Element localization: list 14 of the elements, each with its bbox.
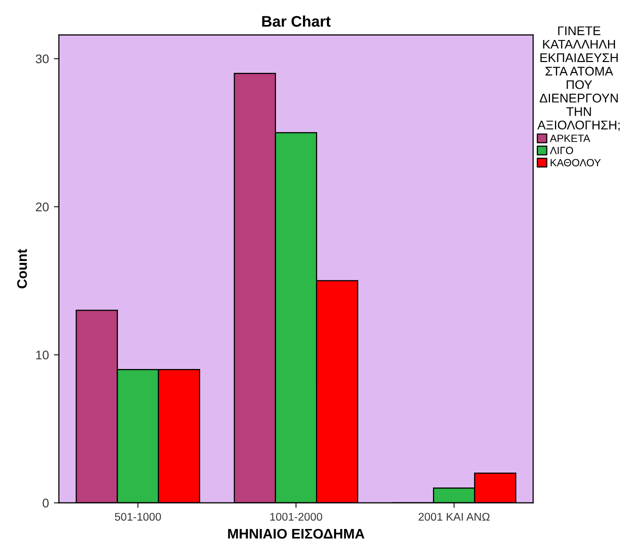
x-tick-label: 2001 ΚΑΙ ΑΝΩ [418,512,490,521]
legend-label: ΚΑΘΟΛΟΥ [550,158,601,166]
y-axis-title: Count [17,249,27,288]
chart-title: Bar Chart [262,16,331,27]
y-tick-label: 0 [42,498,49,508]
legend-title: ΓΙΝΕΤΕ ΚΑΤΑΛΛΗΛΗ ΕΚΠΑΙΔΕΥΣΗ ΣΤΑ ΑΤΟΜΑ ΠΟΥ ΔΙΕΝΕΡΓΟΥΝ ΤΗΝ ΑΞΙΟΛΟΓΗΣΗ; [537,26,620,131]
x-tick-label: 1001-2000 [270,512,322,521]
x-tick-label: 501-1000 [114,512,161,521]
legend-label: ΛΙΓΟ [550,146,574,154]
y-tick-label: 30 [36,54,49,64]
y-tick-label: 10 [36,350,49,360]
y-tick-label: 20 [36,202,49,212]
x-axis-title: ΜΗΝΙΑΙΟ ΕΙΣΟΔΗΜΑ [228,528,364,539]
legend-label: ΑΡΚΕΤΑ [550,134,590,142]
